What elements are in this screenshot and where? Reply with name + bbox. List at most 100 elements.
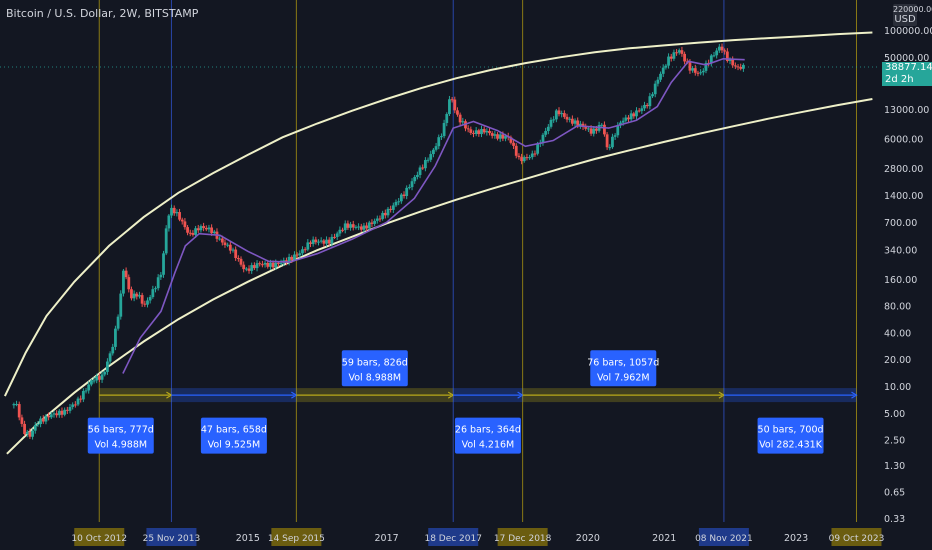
candle-body <box>236 258 240 260</box>
candle-body <box>159 274 163 278</box>
candle-body <box>47 415 51 418</box>
candle-body <box>437 137 441 147</box>
candle-body <box>306 242 310 250</box>
candle-body <box>148 297 152 301</box>
candle-body <box>522 157 526 162</box>
candle-body <box>226 244 230 246</box>
bar-countdown: 2d 2h <box>885 74 914 85</box>
candle-body <box>739 66 743 69</box>
candle-body <box>218 238 222 240</box>
candle-body <box>581 123 585 128</box>
last-price-value: 38877.14 <box>885 62 932 73</box>
candle-body <box>151 289 155 298</box>
candle-body <box>402 194 406 197</box>
candle-body <box>648 96 652 107</box>
candle-body <box>725 51 729 61</box>
candle-body <box>603 124 606 135</box>
range-label-box <box>341 350 408 387</box>
candle-body <box>480 129 483 135</box>
candle-body <box>466 128 470 130</box>
candle-body <box>635 110 638 117</box>
candle-body <box>28 431 32 437</box>
candle-body <box>383 212 387 216</box>
candle-body <box>210 227 214 234</box>
candle-body <box>162 253 165 275</box>
candle-body <box>287 256 291 263</box>
candle-body <box>391 205 395 210</box>
currency-badge[interactable]: 220000.00 USD <box>893 4 932 26</box>
range-label-box <box>590 350 657 387</box>
candle-body <box>196 228 200 231</box>
candle-body <box>600 124 604 126</box>
range-bar-arrow <box>718 391 726 399</box>
candle-body <box>354 226 358 228</box>
candle-body <box>172 207 176 214</box>
candle-body <box>709 55 713 64</box>
candle-body <box>715 50 719 56</box>
candle-body <box>683 53 686 62</box>
candle-body <box>124 270 128 278</box>
candle-body <box>691 68 695 71</box>
date-badge-label: 25 Nov 2013 <box>143 534 201 544</box>
candle-body <box>477 130 481 135</box>
candle-body <box>333 236 336 238</box>
candle-body <box>119 293 123 317</box>
candle-body <box>498 134 502 139</box>
candle-body <box>509 137 513 143</box>
candle-body <box>71 404 75 407</box>
range-label-bars: 26 bars, 364d <box>455 425 521 436</box>
candle-body <box>325 239 328 244</box>
candle-body <box>309 242 312 244</box>
candle-body <box>335 233 339 237</box>
candle-body <box>252 265 256 269</box>
candle-body <box>496 134 499 139</box>
candle-body <box>546 126 550 131</box>
candle-body <box>717 46 721 51</box>
candle-body <box>164 228 168 254</box>
candle-body <box>188 232 192 234</box>
candle-body <box>525 157 529 159</box>
candle-body <box>156 277 160 289</box>
candle-body <box>661 67 665 74</box>
y-tick-label: 13000.00 <box>884 105 929 116</box>
candle-body <box>293 254 296 260</box>
candle-body <box>242 264 246 270</box>
candle-body <box>44 415 48 422</box>
candle-body <box>204 227 208 230</box>
candle-body <box>699 72 703 74</box>
candle-body <box>570 118 574 124</box>
y-tick-label: 2.50 <box>884 436 905 447</box>
candle-body <box>415 174 419 177</box>
candle-body <box>39 418 43 425</box>
candle-body <box>389 208 393 210</box>
y-tick-label: 6000.00 <box>884 135 923 146</box>
candle-body <box>346 223 350 228</box>
candle-body <box>423 160 427 169</box>
candle-body <box>562 113 566 117</box>
candle-body <box>84 390 88 392</box>
candle-body <box>672 52 676 59</box>
candle-body <box>143 303 147 305</box>
candle-body <box>720 46 724 51</box>
date-badge-label: 14 Sep 2015 <box>268 534 325 544</box>
range-label-volume: Vol 4.216M <box>462 440 515 451</box>
y-tick-label: 10.00 <box>884 382 911 393</box>
candle-body <box>712 55 716 57</box>
candle-body <box>97 376 101 380</box>
candle-body <box>637 110 641 112</box>
candle-body <box>65 409 69 411</box>
candle-body <box>613 135 617 137</box>
candle-body <box>263 262 267 265</box>
candle-body <box>442 122 446 137</box>
candle-body <box>202 226 206 228</box>
candle-body <box>33 424 37 431</box>
candle-body <box>533 153 537 155</box>
candle-body <box>301 249 304 254</box>
candle-body <box>49 414 53 418</box>
candle-body <box>453 99 457 111</box>
scale-top-label: 220000.00 <box>893 5 932 14</box>
lower-channel-curve <box>6 98 873 455</box>
candle-body <box>731 59 735 66</box>
candle-body <box>627 117 630 120</box>
